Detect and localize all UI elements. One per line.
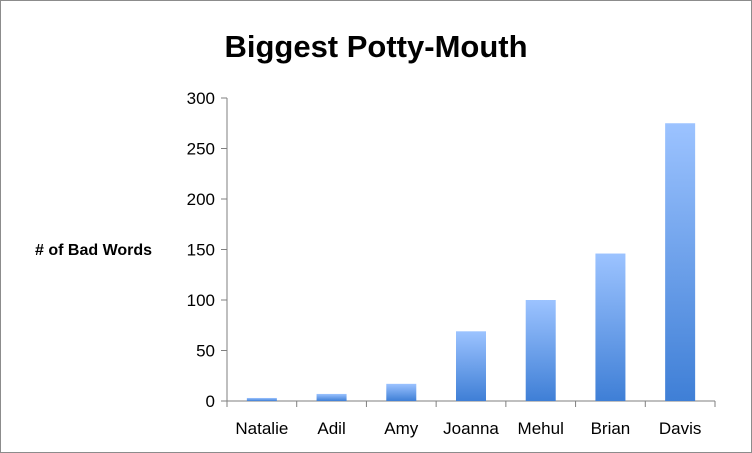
y-axis-label: # of Bad Words	[35, 242, 153, 259]
x-tick-label: Adil	[317, 419, 345, 438]
x-tick-label: Joanna	[443, 419, 499, 438]
y-tick-label: 300	[187, 89, 215, 108]
x-tick-label: Brian	[591, 419, 631, 438]
bar-davis	[665, 123, 696, 401]
bar-adil	[316, 393, 347, 401]
y-tick-label: 50	[196, 342, 215, 361]
x-tick-label: Amy	[384, 419, 419, 438]
y-tick-label: 200	[187, 190, 215, 209]
bar-brian	[595, 253, 626, 401]
x-tick-label: Natalie	[235, 419, 288, 438]
bar-joanna	[456, 331, 486, 401]
bar-mehul	[525, 300, 556, 401]
chart-title: Biggest Potty-Mouth	[224, 29, 528, 64]
y-tick-label: 150	[187, 241, 215, 260]
y-tick-label: 0	[206, 392, 215, 411]
x-tick-label: Mehul	[518, 419, 564, 438]
y-tick-label: 250	[187, 140, 215, 159]
x-tick-label: Davis	[659, 419, 702, 438]
y-tick-label: 100	[187, 291, 215, 310]
bar-amy	[386, 383, 417, 401]
bar-natalie	[246, 397, 277, 401]
